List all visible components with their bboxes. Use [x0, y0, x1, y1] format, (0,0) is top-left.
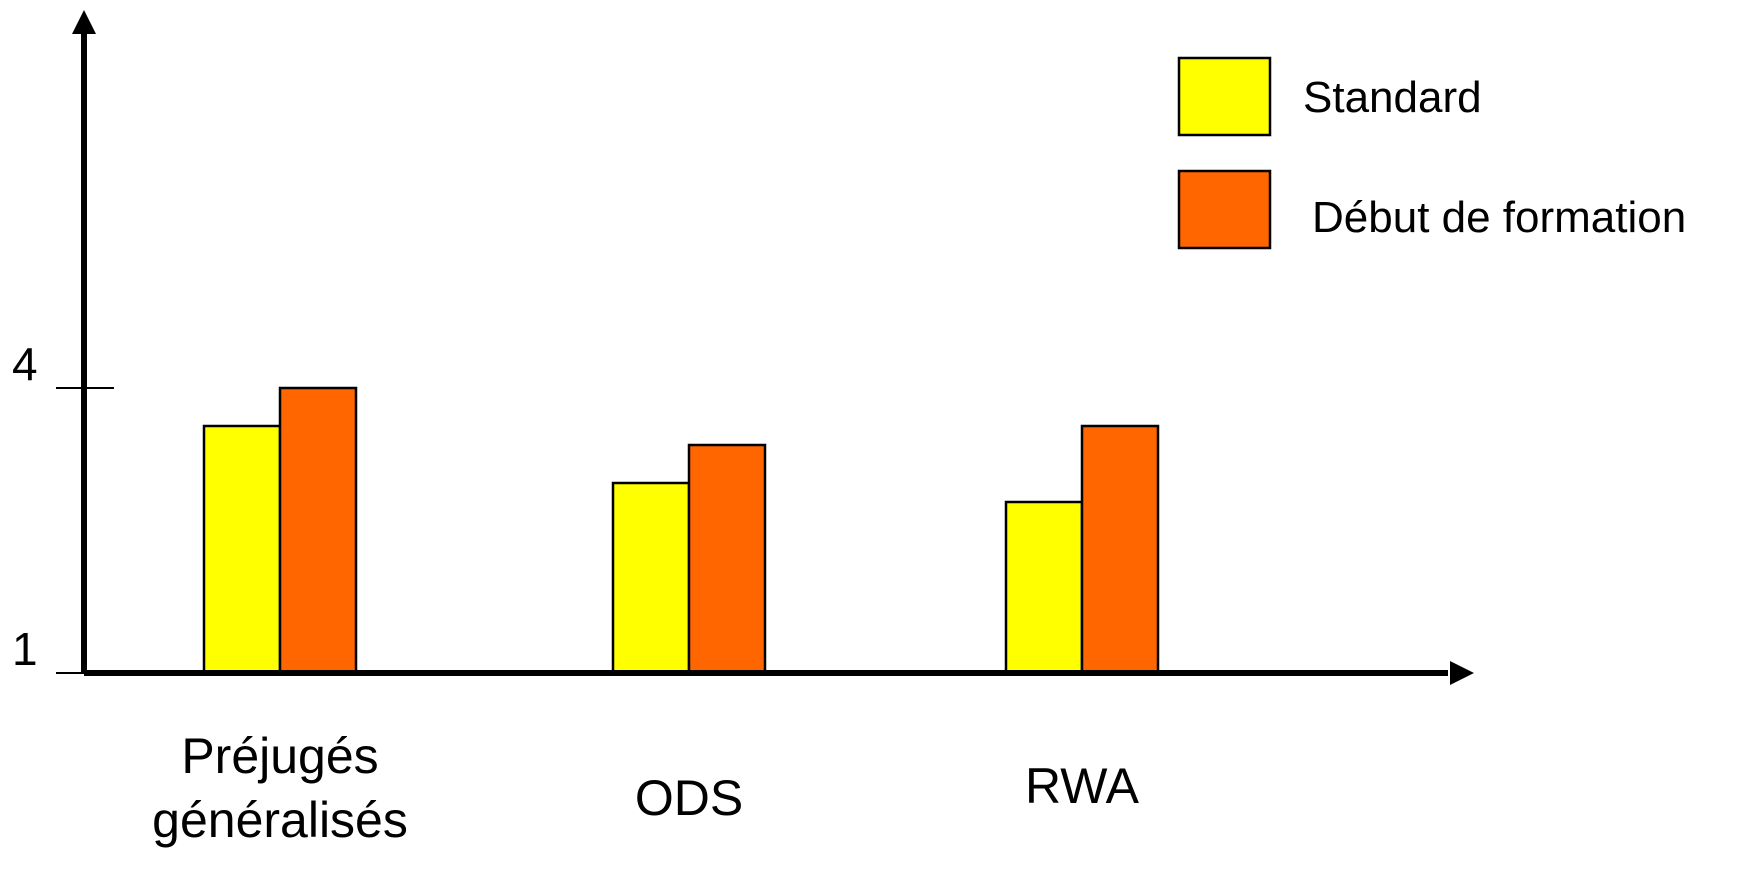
legend: Standard Début de formation	[1177, 56, 1686, 250]
category-label-1-line-2: généralisés	[152, 792, 408, 848]
bar-debut-de-formation-2	[687, 443, 767, 675]
legend-label-standard: Standard	[1303, 73, 1482, 122]
legend-label-debut-de-formation: Début de formation	[1312, 193, 1686, 242]
legend-swatch-debut-de-formation	[1177, 169, 1272, 250]
category-label-1-line-1: Préjugés	[181, 728, 378, 784]
bar-standard-2	[611, 481, 691, 675]
bar-debut-de-formation-1	[278, 386, 358, 675]
category-label-2: ODS	[635, 770, 743, 826]
bar-standard-3	[1004, 500, 1084, 675]
y-tick-label-1: 1	[12, 623, 38, 675]
legend-swatch-standard	[1177, 56, 1272, 137]
y-tick-label-4: 4	[12, 338, 38, 390]
y-axis-arrowhead	[72, 10, 96, 34]
axes-layer	[72, 10, 1474, 685]
bars-layer	[202, 386, 1160, 675]
category-labels: Préjugés généralisés ODS RWA	[152, 728, 1139, 848]
x-axis-arrowhead	[1450, 661, 1474, 685]
bar-standard-1	[202, 424, 282, 675]
category-label-3: RWA	[1025, 758, 1140, 814]
bar-debut-de-formation-3	[1080, 424, 1160, 675]
ticks-layer: 14	[12, 338, 114, 675]
